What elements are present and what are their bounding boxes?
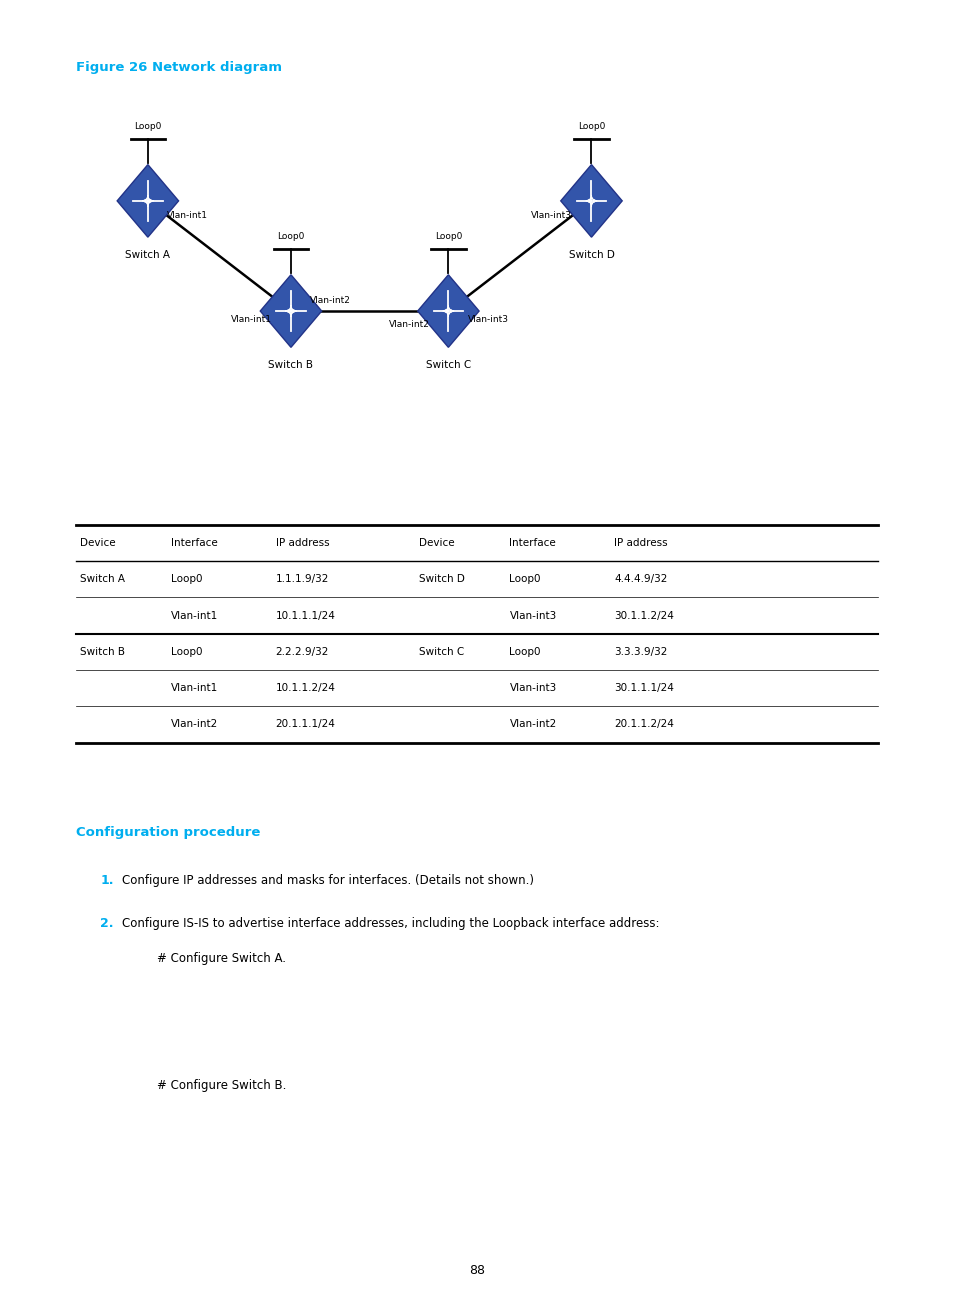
Text: Switch A: Switch A	[80, 574, 125, 584]
Text: Switch C: Switch C	[418, 647, 463, 657]
Text: 2.2.2.9/32: 2.2.2.9/32	[275, 647, 329, 657]
Text: Vlan-int1: Vlan-int1	[231, 315, 272, 324]
Text: 4.4.4.9/32: 4.4.4.9/32	[614, 574, 667, 584]
Text: 10.1.1.1/24: 10.1.1.1/24	[275, 610, 335, 621]
Text: Switch B: Switch B	[268, 360, 314, 371]
Text: Vlan-int2: Vlan-int2	[310, 295, 351, 305]
Text: Vlan-int3: Vlan-int3	[531, 211, 572, 220]
Polygon shape	[117, 165, 178, 237]
Text: Configure IS-IS to advertise interface addresses, including the Loopback interfa: Configure IS-IS to advertise interface a…	[122, 916, 659, 929]
Text: Vlan-int1: Vlan-int1	[167, 211, 208, 220]
Text: Switch B: Switch B	[80, 647, 125, 657]
Text: Loop0: Loop0	[277, 232, 304, 241]
Text: Vlan-int2: Vlan-int2	[388, 320, 429, 329]
Text: IP address: IP address	[614, 538, 667, 548]
Text: Vlan-int1: Vlan-int1	[171, 610, 218, 621]
Text: Interface: Interface	[171, 538, 217, 548]
Text: Loop0: Loop0	[171, 574, 202, 584]
Text: 1.1.1.9/32: 1.1.1.9/32	[275, 574, 329, 584]
Text: IP address: IP address	[275, 538, 329, 548]
Text: Loop0: Loop0	[435, 232, 461, 241]
Polygon shape	[260, 275, 321, 347]
Text: Vlan-int2: Vlan-int2	[171, 719, 218, 730]
Text: Switch D: Switch D	[418, 574, 464, 584]
Text: Loop0: Loop0	[509, 574, 540, 584]
Polygon shape	[417, 275, 478, 347]
Text: # Configure Switch B.: # Configure Switch B.	[157, 1078, 287, 1091]
Text: Device: Device	[80, 538, 115, 548]
Text: Vlan-int2: Vlan-int2	[509, 719, 557, 730]
Text: 20.1.1.2/24: 20.1.1.2/24	[614, 719, 674, 730]
Text: Switch D: Switch D	[568, 250, 614, 260]
Text: 20.1.1.1/24: 20.1.1.1/24	[275, 719, 335, 730]
Text: Figure 26 Network diagram: Figure 26 Network diagram	[76, 61, 282, 74]
Text: # Configure Switch A.: # Configure Switch A.	[157, 951, 286, 964]
Text: 88: 88	[469, 1264, 484, 1277]
Polygon shape	[560, 165, 621, 237]
Text: 2.: 2.	[100, 916, 113, 929]
Text: 30.1.1.2/24: 30.1.1.2/24	[614, 610, 674, 621]
Text: 1.: 1.	[100, 874, 113, 886]
Text: 3.3.3.9/32: 3.3.3.9/32	[614, 647, 667, 657]
Text: Loop0: Loop0	[509, 647, 540, 657]
Text: 10.1.1.2/24: 10.1.1.2/24	[275, 683, 335, 693]
Text: Configure IP addresses and masks for interfaces. (Details not shown.): Configure IP addresses and masks for int…	[122, 874, 534, 886]
Text: Vlan-int3: Vlan-int3	[467, 315, 508, 324]
Text: 30.1.1.1/24: 30.1.1.1/24	[614, 683, 674, 693]
Text: Loop0: Loop0	[171, 647, 202, 657]
Text: Vlan-int3: Vlan-int3	[509, 683, 557, 693]
Text: Loop0: Loop0	[134, 122, 161, 131]
Text: Interface: Interface	[509, 538, 556, 548]
Text: Loop0: Loop0	[578, 122, 604, 131]
Text: Device: Device	[418, 538, 454, 548]
Text: Vlan-int1: Vlan-int1	[171, 683, 218, 693]
Text: Switch C: Switch C	[425, 360, 471, 371]
Text: Vlan-int3: Vlan-int3	[509, 610, 557, 621]
Text: Switch A: Switch A	[125, 250, 171, 260]
Text: Configuration procedure: Configuration procedure	[76, 826, 260, 839]
